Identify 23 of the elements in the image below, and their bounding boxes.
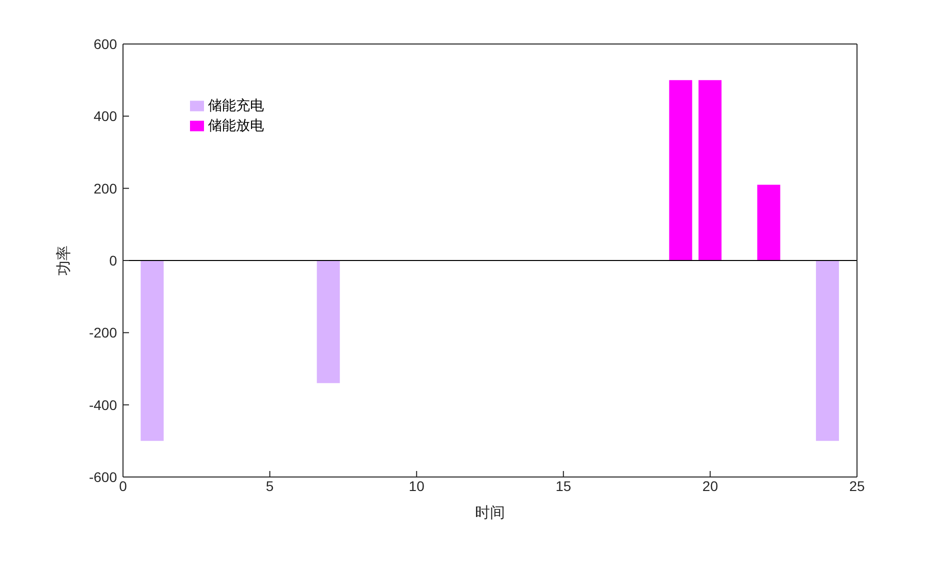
bar: [816, 260, 839, 441]
legend-label: 储能放电: [208, 117, 264, 133]
y-axis-title: 功率: [55, 246, 72, 276]
x-tick-label: 0: [119, 478, 128, 494]
legend-label: 储能充电: [208, 97, 264, 113]
bar: [669, 80, 692, 260]
x-tick-label: 5: [266, 478, 274, 494]
bar: [140, 260, 164, 441]
x-tick-label: 10: [408, 478, 425, 494]
bar: [757, 184, 780, 260]
x-tick-label: 15: [556, 478, 572, 494]
y-tick-label: -400: [88, 396, 118, 413]
y-tick-label: 200: [94, 180, 118, 196]
x-axis-title: 时间: [475, 504, 505, 522]
x-tick-label: 20: [702, 478, 718, 494]
y-tick-label: 400: [94, 108, 118, 124]
y-tick-label: 600: [94, 36, 118, 52]
bar: [316, 260, 340, 384]
y-tick-label: -600: [88, 468, 118, 485]
y-tick-label: -200: [88, 324, 118, 341]
y-tick-label: 0: [109, 252, 118, 268]
bar: [698, 80, 722, 260]
x-tick-label: 25: [849, 478, 865, 494]
